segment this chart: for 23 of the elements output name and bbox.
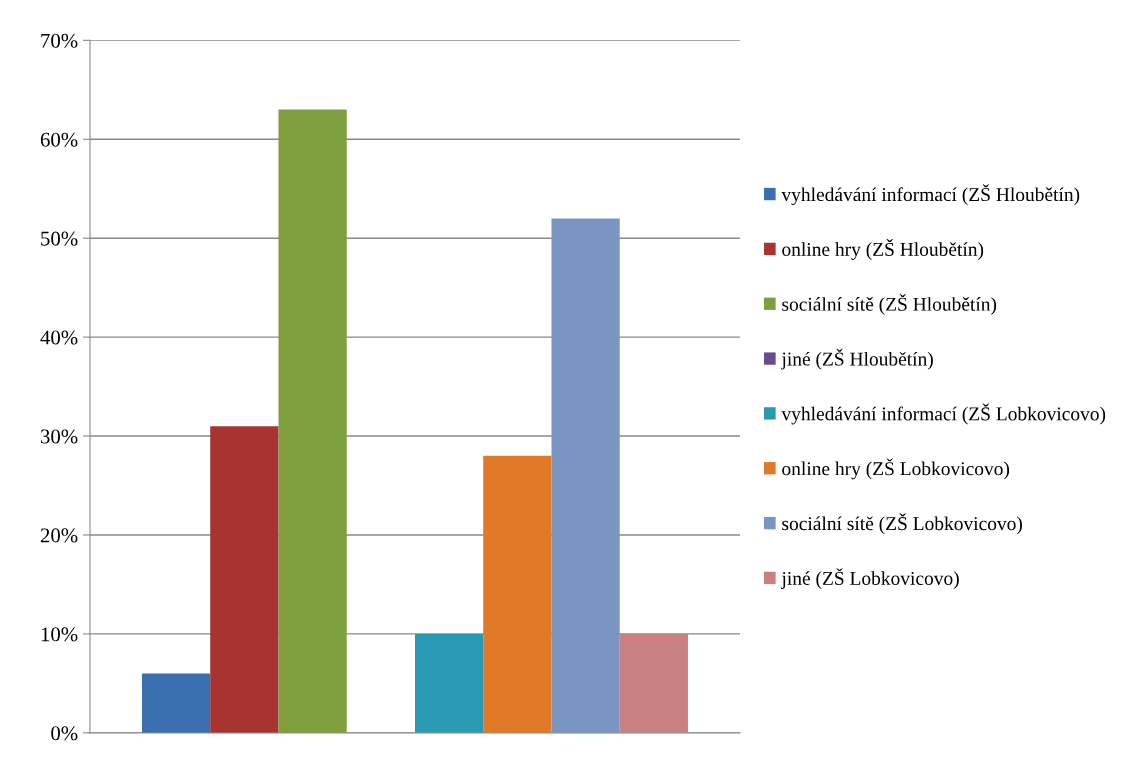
legend-label: sociální sítě (ZŠ Lobkovicovo) xyxy=(782,513,1023,535)
bar xyxy=(278,109,347,733)
bar xyxy=(210,426,279,733)
legend-label: jiné (ZŠ Lobkovicovo) xyxy=(780,568,959,589)
y-tick-label: 50% xyxy=(41,231,78,246)
legend-label: vyhledávání informací (ZŠ Hloubětín) xyxy=(781,184,1080,206)
bar xyxy=(414,633,484,733)
y-tick-label: 60% xyxy=(40,132,78,147)
y-tick-label: 70% xyxy=(41,33,78,48)
y-tick-label: 10% xyxy=(41,627,78,642)
legend-label: online hry (ZŠ Hloubětín) xyxy=(782,239,984,260)
bar xyxy=(141,673,211,733)
y-tick-label: 0% xyxy=(51,726,78,741)
bar xyxy=(551,218,620,733)
y-tick-label: 30% xyxy=(40,429,78,444)
legend-label: sociální sítě (ZŠ Hloubětín) xyxy=(782,293,997,315)
bar xyxy=(483,455,552,733)
y-tick-label: 20% xyxy=(40,528,78,543)
legend-label: vyhledávání informací (ZŠ Lobkovicovo) xyxy=(781,403,1106,425)
legend-label: online hry (ZŠ Lobkovicovo) xyxy=(782,458,1010,480)
y-tick-label: 40% xyxy=(40,330,78,345)
legend-label: jiné (ZŠ Hloubětín) xyxy=(780,348,933,370)
bar xyxy=(619,633,688,733)
